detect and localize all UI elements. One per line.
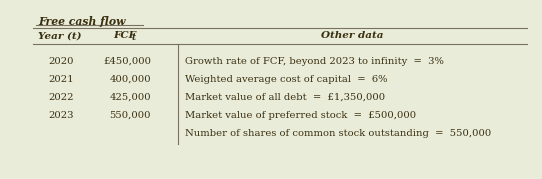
Text: 400,000: 400,000 [109, 74, 151, 83]
Text: Weighted average cost of capital  =  6%: Weighted average cost of capital = 6% [185, 74, 388, 83]
Text: 2021: 2021 [48, 74, 74, 83]
Text: £450,000: £450,000 [103, 57, 151, 66]
Text: 2020: 2020 [48, 57, 74, 66]
Text: 550,000: 550,000 [109, 110, 151, 120]
Text: Market value of all debt  =  £1,350,000: Market value of all debt = £1,350,000 [185, 93, 385, 101]
Text: 425,000: 425,000 [109, 93, 151, 101]
Text: Number of shares of common stock outstanding  =  550,000: Number of shares of common stock outstan… [185, 129, 491, 137]
Text: Growth rate of FCF, beyond 2023 to infinity  =  3%: Growth rate of FCF, beyond 2023 to infin… [185, 57, 444, 66]
Text: Other data: Other data [321, 32, 384, 40]
Text: 2023: 2023 [48, 110, 74, 120]
Text: t: t [132, 33, 136, 42]
Text: 2022: 2022 [48, 93, 74, 101]
Text: Year (t): Year (t) [38, 32, 81, 40]
Text: FCF: FCF [113, 32, 136, 40]
Text: Market value of preferred stock  =  £500,000: Market value of preferred stock = £500,0… [185, 110, 416, 120]
Text: Free cash flow: Free cash flow [38, 16, 126, 27]
